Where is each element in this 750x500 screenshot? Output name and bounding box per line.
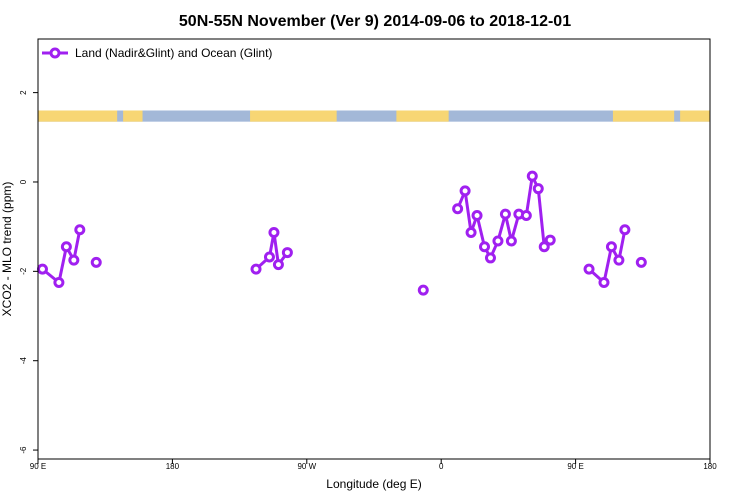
data-point: [250, 263, 262, 275]
chart-title: 50N-55N November (Ver 9) 2014-09-06 to 2…: [179, 13, 571, 30]
data-point: [272, 259, 284, 271]
y-axis-label: XCO2 - MLO trend (ppm): [0, 182, 14, 317]
land-band-segment: [680, 110, 710, 122]
data-point: [538, 241, 550, 253]
data-point: [465, 226, 477, 238]
data-point: [605, 241, 617, 253]
data-point: [479, 241, 491, 253]
data-point: [520, 209, 532, 221]
data-point: [492, 235, 504, 247]
data-point: [471, 209, 483, 221]
data-point: [619, 224, 631, 236]
data-point: [417, 284, 429, 296]
x-axis: 90 E 180 90 W 0 90 E 180: [30, 459, 717, 471]
data-point: [68, 254, 80, 266]
y-tick-label: 0: [19, 179, 28, 184]
data-point: [598, 277, 610, 289]
data-point: [452, 203, 464, 215]
data-point: [484, 252, 496, 264]
x-tick-label: 180: [166, 462, 180, 471]
data-point: [583, 263, 595, 275]
land-band-segment: [38, 110, 118, 122]
data-point: [526, 170, 538, 182]
ocean-band: [38, 110, 710, 122]
x-tick-label: 90 E: [567, 462, 583, 471]
data-point: [532, 183, 544, 195]
data-point: [505, 235, 517, 247]
x-tick-label: 180: [703, 462, 717, 471]
data-point: [74, 224, 86, 236]
data-point: [90, 256, 102, 268]
land-band-segment: [250, 110, 337, 122]
data-point: [281, 247, 293, 259]
land-band-segment: [612, 110, 675, 122]
data-point: [635, 256, 647, 268]
land-band-segment: [123, 110, 143, 122]
y-tick-label: -4: [19, 357, 28, 365]
data-point: [499, 208, 511, 220]
y-tick-label: 2: [19, 90, 28, 95]
data-point: [613, 254, 625, 266]
data-point: [263, 251, 275, 263]
x-axis-label: Longitude (deg E): [326, 477, 421, 491]
y-axis: 2 0 -2 -4 -6: [19, 90, 38, 454]
legend-marker-symbol: [49, 47, 61, 59]
y-tick-label: -2: [19, 267, 28, 275]
legend: Land (Nadir&Glint) and Ocean (Glint): [42, 46, 272, 60]
x-tick-label: 90 E: [30, 462, 46, 471]
x-tick-label: 0: [439, 462, 444, 471]
data-point: [53, 277, 65, 289]
x-tick-label: 90 W: [297, 462, 316, 471]
y-tick-label: -6: [19, 446, 28, 454]
data-point: [268, 226, 280, 238]
data-point: [459, 185, 471, 197]
data-point: [60, 241, 72, 253]
land-band-segment: [396, 110, 449, 122]
land-ocean-band: [38, 110, 710, 122]
series-layer: [36, 170, 647, 296]
data-point: [36, 263, 48, 275]
plot-area: [37, 38, 711, 460]
data-point: [544, 234, 556, 246]
legend-label: Land (Nadir&Glint) and Ocean (Glint): [75, 46, 272, 60]
